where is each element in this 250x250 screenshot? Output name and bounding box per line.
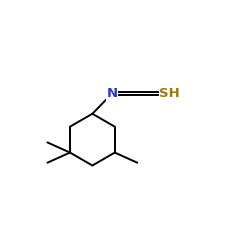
Text: N: N: [106, 87, 118, 100]
Text: SH: SH: [160, 87, 180, 100]
